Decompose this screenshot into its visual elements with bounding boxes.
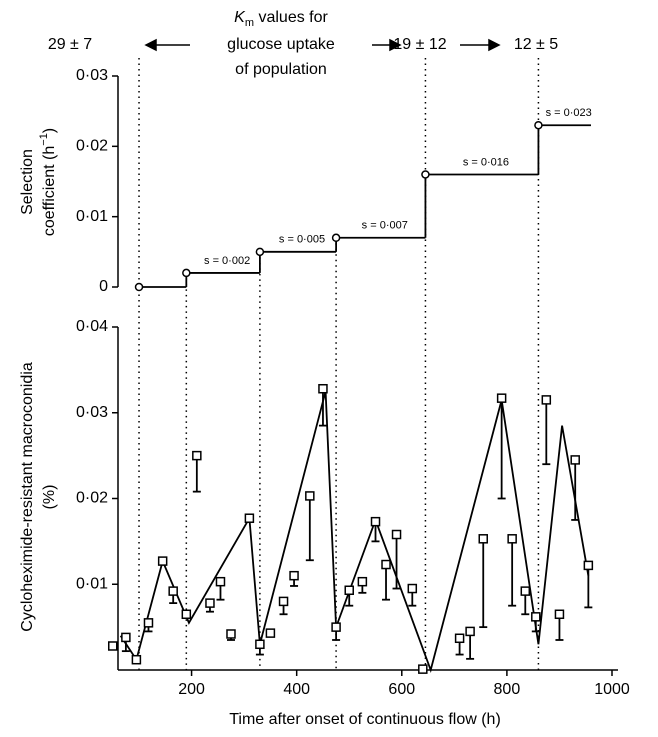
data-point xyxy=(496,393,507,403)
data-point xyxy=(131,654,142,665)
data-point xyxy=(520,586,531,596)
y-axis-label: (%) xyxy=(41,485,58,510)
data-point xyxy=(168,586,178,596)
data-point xyxy=(192,450,202,461)
data-point xyxy=(418,664,428,674)
y-axis-label-part: ) xyxy=(41,128,58,133)
data-point xyxy=(583,560,594,571)
value-label: s = 0·023 xyxy=(546,107,592,119)
y-tick-label: 0·03 xyxy=(76,404,108,421)
arrow-head xyxy=(389,38,402,52)
data-point xyxy=(181,609,192,620)
data-point xyxy=(331,622,341,632)
data-point xyxy=(265,628,276,638)
y-axis-label: Cycloheximide-resistant macroconidia xyxy=(19,362,36,632)
data-point xyxy=(357,576,368,587)
y-tick-label: 0·02 xyxy=(76,490,108,507)
value-label: s = 0·016 xyxy=(463,156,509,168)
step-point xyxy=(421,170,430,179)
y-tick-label: 0·01 xyxy=(76,575,108,592)
data-point xyxy=(318,383,328,394)
value-label: s = 0·007 xyxy=(362,220,408,232)
x-tick-label: 1000 xyxy=(594,681,630,698)
km-symbol: K xyxy=(234,9,246,26)
x-tick-label: 600 xyxy=(388,681,415,698)
y-tick-label: 0·01 xyxy=(76,208,108,225)
km-heading: Km values for xyxy=(234,9,328,29)
data-point xyxy=(570,455,580,465)
arrows xyxy=(144,38,501,52)
km-rest: values for xyxy=(254,9,328,26)
y-tick-label: 0·02 xyxy=(76,138,108,155)
data-point xyxy=(289,570,299,581)
data-point xyxy=(454,633,465,644)
data-point xyxy=(215,576,226,587)
data-point xyxy=(370,516,381,527)
fit-line xyxy=(119,391,590,673)
data-point xyxy=(407,583,418,594)
data-point xyxy=(478,534,488,544)
km-value: 29 ± 7 xyxy=(48,36,92,53)
y-axis-label-part: coefficient (h xyxy=(41,146,58,236)
data-point xyxy=(107,641,118,651)
km-heading: of population xyxy=(235,61,327,78)
data-point xyxy=(507,534,517,544)
data-point xyxy=(244,513,255,523)
y-tick-label: 0 xyxy=(99,278,108,295)
data-point xyxy=(531,612,541,622)
data-point xyxy=(278,596,289,607)
data-point xyxy=(205,598,215,608)
km-value: 12 ± 5 xyxy=(514,36,558,53)
x-tick-label: 800 xyxy=(494,681,521,698)
data-point xyxy=(255,639,265,650)
step-point xyxy=(255,247,265,257)
data-point xyxy=(541,395,552,405)
data-point xyxy=(391,529,402,540)
data-point xyxy=(465,626,475,637)
data-point xyxy=(143,618,154,628)
step-point xyxy=(534,120,543,130)
value-label: s = 0·005 xyxy=(279,234,325,246)
step-point xyxy=(182,268,191,278)
x-tick-label: 200 xyxy=(178,681,205,698)
y-tick-label: 0·03 xyxy=(76,67,108,84)
km-heading: glucose uptake xyxy=(227,36,335,53)
y-axis-label-sup: −1 xyxy=(38,133,50,146)
data-point xyxy=(121,632,131,643)
x-tick-label: 400 xyxy=(283,681,310,698)
y-axis-label: coefficient (h−1) xyxy=(38,128,58,236)
arrow-head xyxy=(488,38,501,52)
step-point xyxy=(331,233,341,243)
value-label: s = 0·002 xyxy=(204,255,250,267)
data-point xyxy=(305,491,315,501)
data-point xyxy=(344,585,354,596)
data-point xyxy=(554,609,565,620)
y-axis-label: Selection xyxy=(19,149,36,215)
x-axis-label: Time after onset of continuous flow (h) xyxy=(229,711,501,728)
km-value: 19 ± 12 xyxy=(393,36,446,53)
data-point xyxy=(226,629,236,639)
y-tick-label: 0·04 xyxy=(76,318,108,335)
data-point xyxy=(381,559,391,570)
data-point xyxy=(157,556,168,566)
km-sub: m xyxy=(245,17,254,29)
arrow-head xyxy=(144,38,157,52)
step-point xyxy=(134,282,144,292)
